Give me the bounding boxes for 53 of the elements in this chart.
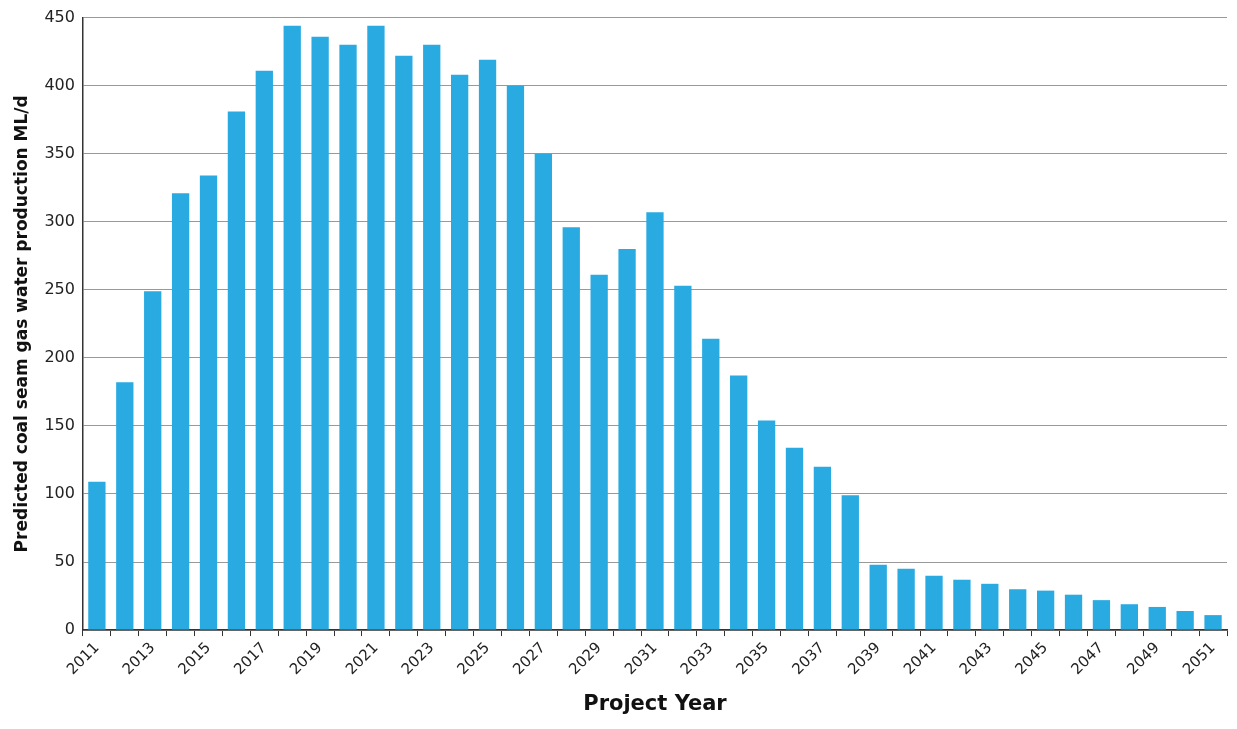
y-tick-label: 350 [44,142,75,162]
bar [395,55,413,630]
bar [116,382,134,630]
bar [1148,606,1166,630]
bar [925,575,943,630]
bar [702,338,720,630]
bar [785,447,804,630]
bar [255,70,273,630]
bar [562,227,580,630]
y-tick-label: 400 [44,74,75,94]
bar [534,153,552,630]
bar [813,466,832,630]
bar [1204,615,1222,630]
bar [339,44,357,630]
y-tick-label: 100 [44,483,75,503]
bar [478,59,497,630]
bar [590,274,608,630]
bar [367,25,385,630]
bar [841,495,859,630]
bar [646,212,664,630]
bar [423,44,441,630]
bar [757,420,776,630]
y-tick-label: 300 [44,210,75,230]
bar [171,193,190,630]
y-tick-label: 200 [44,347,75,367]
bar [1009,589,1027,630]
bar [1092,600,1111,630]
bar [1064,594,1083,630]
y-tick-label: 0 [64,619,75,639]
bar [283,25,301,630]
y-axis-title: Predicted coal seam gas water production ML/d [10,95,31,553]
y-tick-label: 450 [44,6,75,26]
bar [618,248,636,630]
y-tick-label: 150 [44,415,75,435]
y-tick-label: 50 [54,551,75,571]
bar [897,568,915,630]
bar [450,74,469,630]
bar [674,285,692,630]
bar [227,111,246,630]
bar [144,291,162,630]
x-axis-title: Project Year [583,690,728,715]
bar [506,85,525,630]
bar [981,583,999,630]
bar [1176,611,1194,630]
bar [199,175,218,630]
bar [311,36,329,630]
bar [953,579,971,630]
bar [88,481,106,630]
bar [730,375,748,630]
bar [1120,604,1138,630]
bar [869,564,887,630]
y-tick-label: 250 [44,278,75,298]
bar [1036,590,1055,630]
